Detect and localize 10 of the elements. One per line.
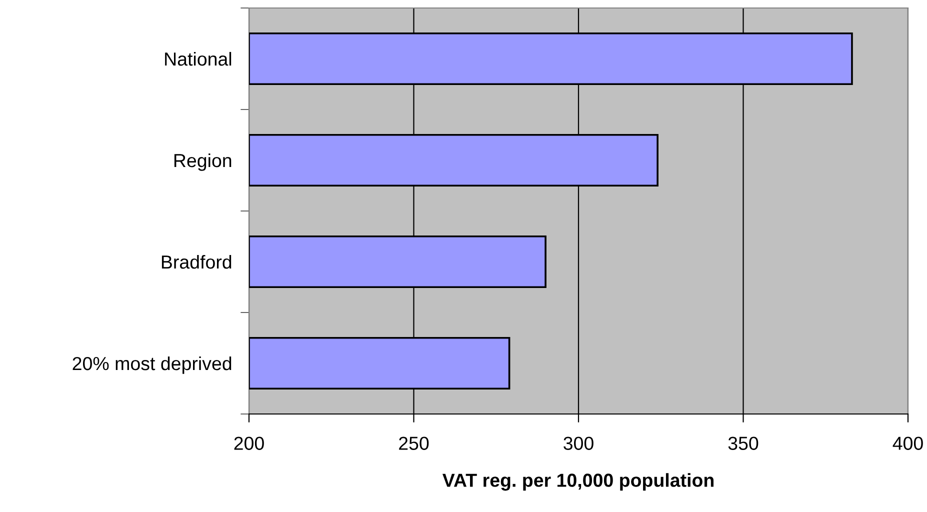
y-tick-label: Bradford (162, 254, 232, 269)
x-tick-label: 250 (399, 436, 429, 450)
y-tick-label: Region (174, 153, 232, 171)
x-tick-label: 300 (564, 436, 594, 450)
x-axis-title: VAT reg. per 10,000 population (442, 473, 714, 491)
y-tick-label: 20% most deprived (72, 356, 232, 374)
x-tick-label: 350 (728, 436, 758, 450)
y-tick-label: National (165, 52, 232, 66)
x-tick-label: 200 (234, 436, 264, 450)
x-tick-label: 400 (892, 436, 923, 450)
